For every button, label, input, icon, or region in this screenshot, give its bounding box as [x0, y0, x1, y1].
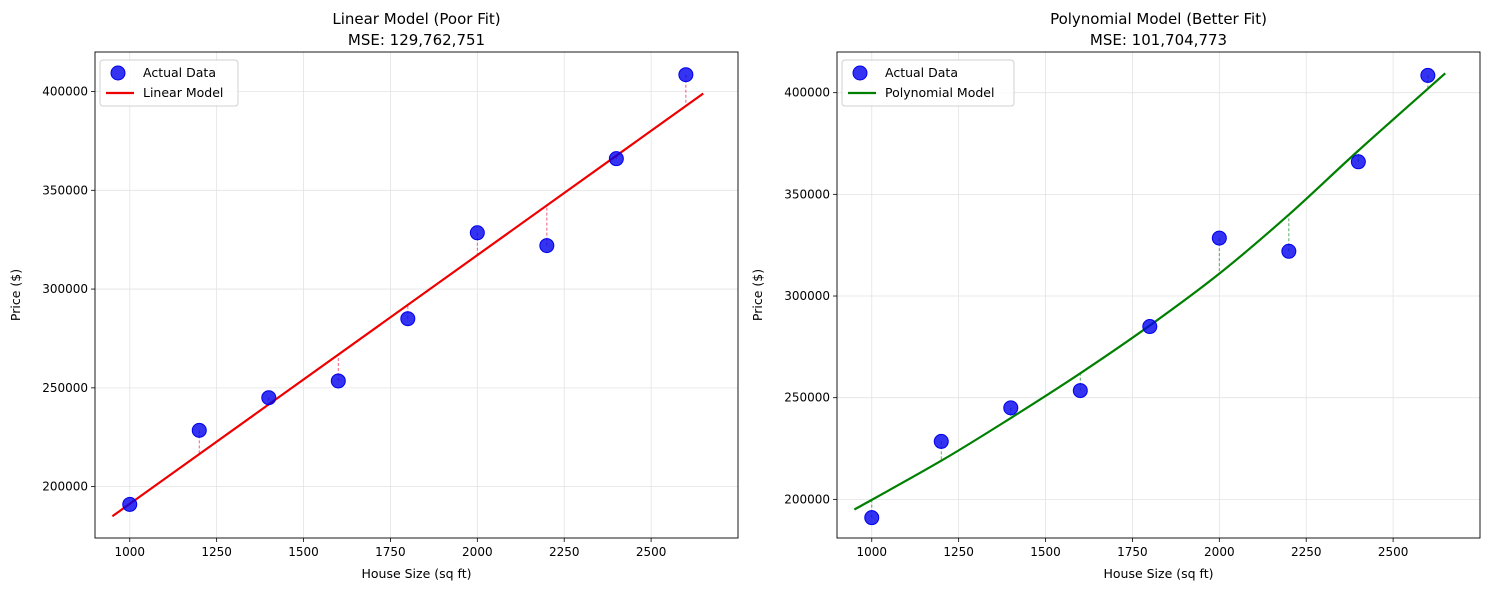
- data-point: [469, 225, 485, 241]
- legend-label-actual: Actual Data: [143, 65, 216, 80]
- legend-marker-actual: [852, 65, 868, 81]
- data-point: [1350, 154, 1366, 170]
- y-tick-label: 400000: [42, 85, 88, 99]
- x-tick-label: 1000: [114, 545, 145, 559]
- data-point: [1072, 383, 1088, 399]
- legend-label-model: Linear Model: [143, 85, 223, 100]
- chart-linear: Linear Model (Poor Fit) MSE: 129,762,751 1…: [8, 10, 739, 581]
- x-tick-label: 1750: [1117, 545, 1148, 559]
- x-tick-label: 1000: [856, 545, 887, 559]
- data-point: [1003, 400, 1019, 416]
- y-tick-label: 300000: [42, 282, 88, 296]
- data-point: [933, 433, 949, 449]
- y-tick-label: 350000: [784, 187, 830, 201]
- chart-subtitle: MSE: 101,704,773: [1090, 31, 1227, 49]
- x-tick-label: 1500: [1030, 545, 1061, 559]
- y-tick-label: 350000: [42, 183, 88, 197]
- x-tick-label: 2500: [636, 545, 667, 559]
- y-tick-label: 200000: [784, 492, 830, 506]
- y-axis-label: Price ($): [8, 269, 23, 321]
- x-tick-label: 1250: [201, 545, 232, 559]
- legend-marker-actual: [110, 65, 126, 81]
- data-point: [330, 373, 346, 389]
- chart-title: Polynomial Model (Better Fit): [1050, 10, 1267, 28]
- legend-label-model: Polynomial Model: [885, 85, 994, 100]
- legend-box: [99, 59, 239, 107]
- x-tick-label: 2500: [1378, 545, 1409, 559]
- x-axis-label: House Size (sq ft): [361, 566, 471, 581]
- x-tick-label: 2250: [549, 545, 580, 559]
- data-point: [1281, 243, 1297, 259]
- data-point: [1420, 67, 1436, 83]
- y-tick-label: 300000: [784, 289, 830, 303]
- data-point: [191, 422, 207, 438]
- data-point: [539, 238, 555, 254]
- chart-subtitle: MSE: 129,762,751: [348, 31, 485, 49]
- chart-polynomial: Polynomial Model (Better Fit) MSE: 101,70…: [750, 10, 1481, 581]
- chart-title: Linear Model (Poor Fit): [332, 10, 500, 28]
- y-tick-label: 400000: [784, 86, 830, 100]
- legend-label-actual: Actual Data: [885, 65, 958, 80]
- x-axis-label: House Size (sq ft): [1103, 566, 1213, 581]
- x-tick-label: 2000: [1204, 545, 1235, 559]
- y-tick-label: 200000: [42, 480, 88, 494]
- x-tick-label: 1750: [375, 545, 406, 559]
- data-point: [1211, 230, 1227, 246]
- y-axis-label: Price ($): [750, 269, 765, 321]
- x-tick-label: 2250: [1291, 545, 1322, 559]
- x-tick-label: 1500: [288, 545, 319, 559]
- data-point: [261, 390, 277, 406]
- model-line: [111, 92, 704, 518]
- data-point: [608, 151, 624, 167]
- y-tick-label: 250000: [42, 381, 88, 395]
- x-tick-label: 1250: [943, 545, 974, 559]
- plot-frame: [836, 51, 1481, 539]
- data-point: [864, 510, 880, 526]
- plot-frame: [94, 51, 739, 539]
- legend-box: [841, 59, 1015, 107]
- data-point: [678, 67, 694, 83]
- x-tick-label: 2000: [462, 545, 493, 559]
- data-point: [122, 496, 138, 512]
- y-tick-label: 250000: [784, 391, 830, 405]
- data-point: [1142, 319, 1158, 335]
- data-point: [400, 311, 416, 327]
